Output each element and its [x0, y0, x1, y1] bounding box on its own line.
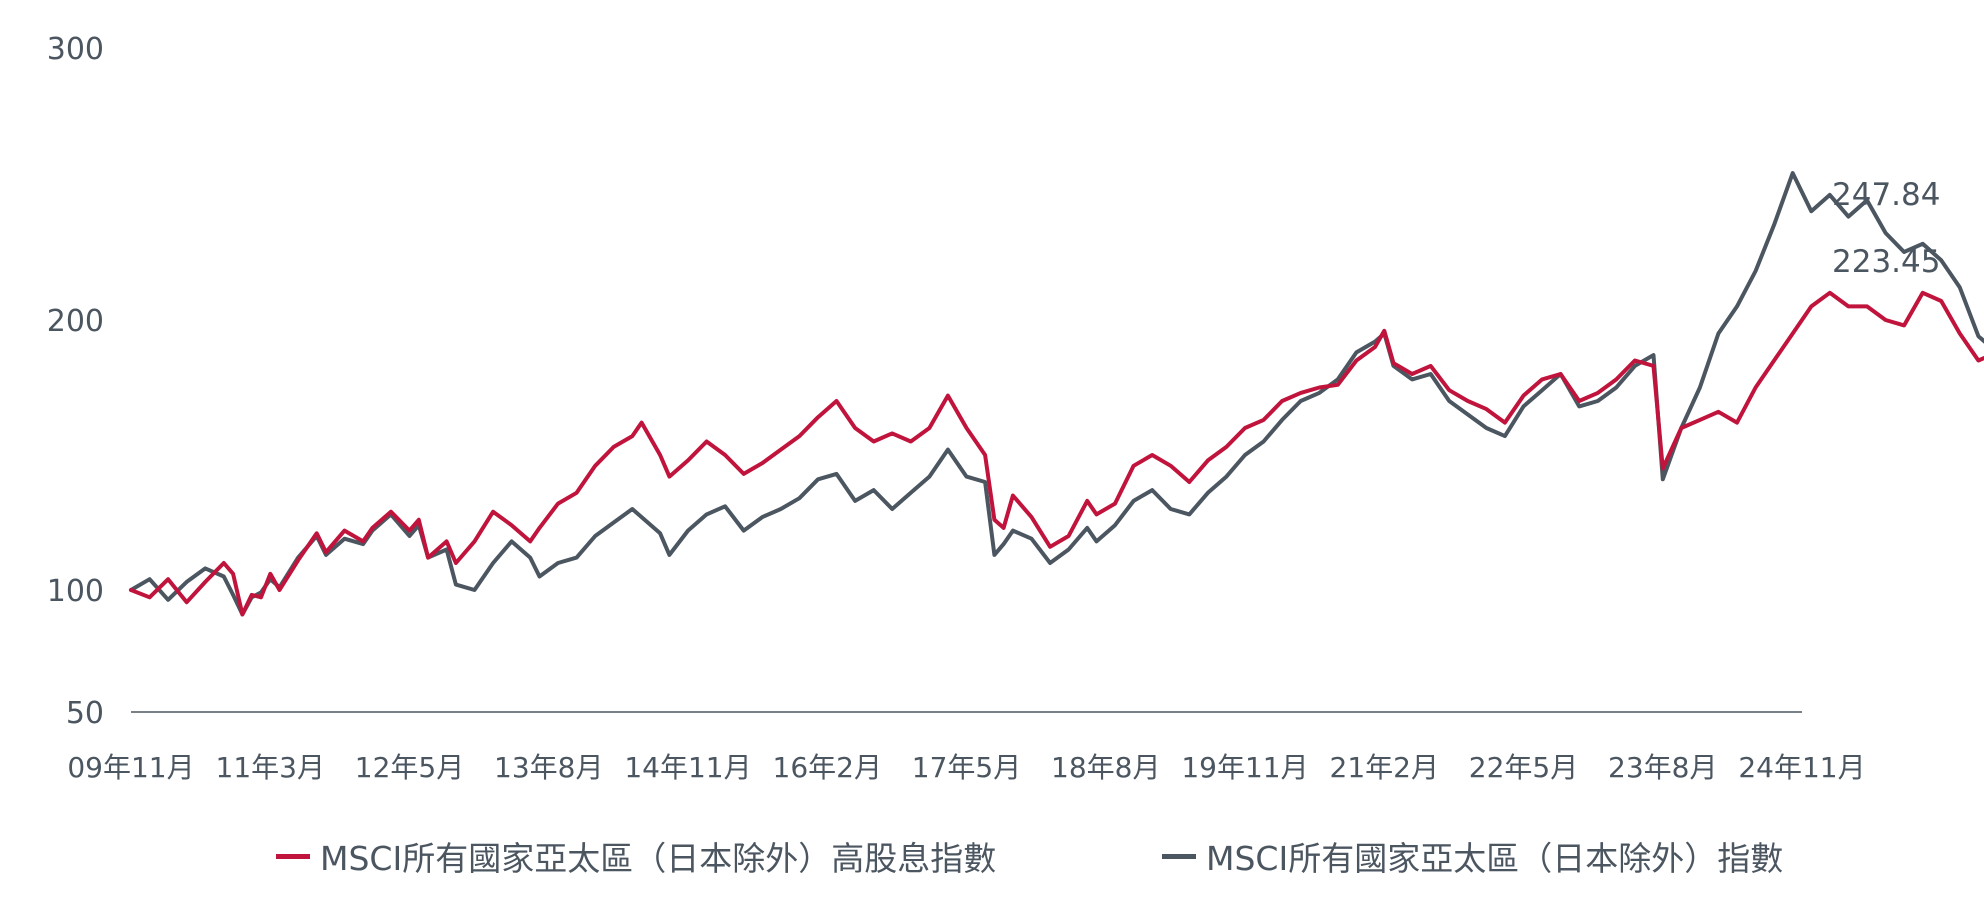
- legend-label: MSCI所有國家亞太區（日本除外）高股息指數: [320, 839, 997, 878]
- x-tick-label: 24年11月: [1738, 751, 1865, 784]
- x-tick-label: 23年8月: [1608, 751, 1717, 784]
- series-line-high-dividend: [129, 290, 1984, 617]
- series-end-value-label: 247.84: [1832, 177, 1940, 213]
- y-tick-label: 300: [47, 32, 104, 67]
- x-tick-label: 17年5月: [912, 751, 1021, 784]
- x-tick-label: 12年5月: [355, 751, 464, 784]
- series-end-value-label: 223.45: [1832, 244, 1940, 280]
- x-tick-label: 18年8月: [1051, 751, 1160, 784]
- x-tick-label: 21年2月: [1330, 751, 1439, 784]
- series-layer: [129, 171, 1984, 617]
- legend-label: MSCI所有國家亞太區（日本除外）指數: [1206, 839, 1784, 878]
- x-axis-ticks: 09年11月 11年3月 12年5月 13年8月 14年11月 16年2月 17年5月 18年…: [67, 751, 1865, 784]
- x-tick-label: 16年2月: [773, 751, 882, 784]
- x-tick-label: 11年3月: [216, 751, 325, 784]
- x-tick-label: 14年11月: [624, 751, 751, 784]
- y-tick-label: 100: [47, 574, 104, 609]
- end-labels: 247.84 223.45: [1832, 177, 1940, 280]
- y-tick-label: 50: [66, 696, 104, 731]
- legend-swatch-red: [276, 853, 310, 859]
- x-tick-label: 09年11月: [67, 751, 194, 784]
- y-axis-ticks: 50 100 200 300: [47, 32, 104, 731]
- x-tick-label: 19年11月: [1181, 751, 1308, 784]
- x-tick-label: 13年8月: [494, 751, 603, 784]
- legend-swatch-gray: [1162, 853, 1196, 859]
- legend-item-index: MSCI所有國家亞太區（日本除外）指數: [1162, 832, 1783, 880]
- x-tick-label: 22年5月: [1469, 751, 1578, 784]
- legend-item-high-dividend: MSCI所有國家亞太區（日本除外）高股息指數: [276, 832, 996, 880]
- series-line-index: [129, 171, 1984, 617]
- y-tick-label: 200: [47, 304, 104, 339]
